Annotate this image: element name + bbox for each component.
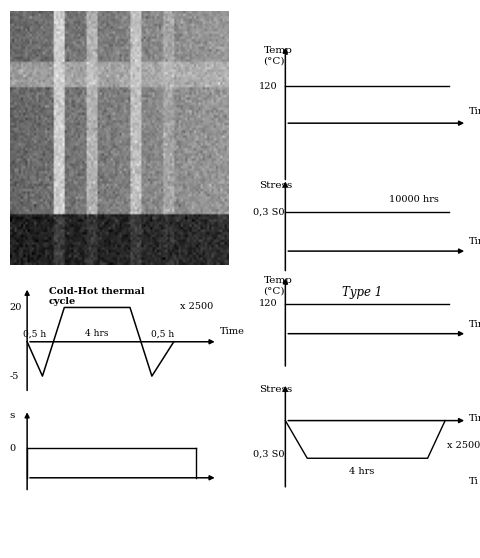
- Text: 0: 0: [10, 444, 16, 453]
- Text: 20: 20: [10, 303, 22, 312]
- Text: 120: 120: [259, 81, 277, 91]
- Text: Stress: Stress: [259, 181, 292, 190]
- Text: 4 hrs: 4 hrs: [348, 467, 374, 476]
- Text: Ti: Ti: [468, 477, 478, 486]
- Text: Temp
(°C): Temp (°C): [263, 46, 292, 66]
- Text: -5: -5: [10, 372, 19, 381]
- Text: Temp
(°C): Temp (°C): [263, 276, 292, 296]
- Text: 0,5 h: 0,5 h: [23, 329, 46, 338]
- Text: Time: Time: [468, 237, 480, 246]
- Text: 4 hrs: 4 hrs: [85, 329, 108, 338]
- Text: x 2500: x 2500: [446, 441, 480, 450]
- Text: 0,3 S0: 0,3 S0: [252, 450, 283, 459]
- Text: 10000 hrs: 10000 hrs: [388, 195, 438, 204]
- Text: 120: 120: [259, 299, 277, 308]
- Text: x 2500: x 2500: [180, 302, 213, 311]
- Text: Cold-Hot thermal
cycle: Cold-Hot thermal cycle: [49, 287, 144, 306]
- Text: 0,5 h: 0,5 h: [151, 329, 174, 338]
- Text: Time: Time: [468, 414, 480, 424]
- Text: Time: Time: [468, 107, 480, 116]
- Text: 0,3 S0: 0,3 S0: [252, 208, 283, 217]
- Text: Type 1: Type 1: [341, 286, 381, 299]
- Text: Time: Time: [219, 327, 244, 336]
- Text: Time: Time: [468, 320, 480, 329]
- Text: Stress: Stress: [259, 386, 292, 395]
- Text: s: s: [10, 411, 15, 420]
